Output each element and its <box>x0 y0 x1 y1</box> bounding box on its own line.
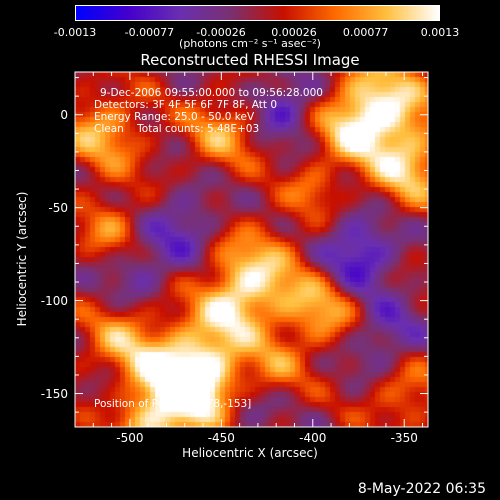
annotation-energy-range: Energy Range: 25.0 - 50.0 keV <box>94 111 255 123</box>
footer-date: 8-May-2022 06:35 <box>357 481 486 497</box>
y-tick-label: 0 <box>60 107 68 122</box>
colorbar-tick-label: -0.00077 <box>124 26 175 39</box>
colorbar-tick-label: 0.0013 <box>420 26 460 39</box>
colorbar-tick-label: 0.00077 <box>342 26 389 39</box>
x-tick-label: -450 <box>207 431 235 445</box>
annotation-time-range: 9-Dec-2006 09:55:00.000 to 09:56:28.000 <box>100 87 323 99</box>
x-axis-label: Heliocentric X (arcsec) <box>182 446 318 460</box>
colorbar <box>75 5 440 21</box>
annotation-peak-position: Position of Peak = [-478,-153] <box>94 398 252 410</box>
annotation-clean-counts: Clean Total counts: 5.48E+03 <box>94 123 260 135</box>
colorbar-units-label: (photons cm⁻² s⁻¹ asec⁻²) <box>179 37 321 50</box>
y-tick-label: -150 <box>40 386 68 401</box>
x-tick-label: -350 <box>390 431 418 445</box>
x-tick-label: -500 <box>116 431 144 445</box>
y-axis-label: Heliocentric Y (arcsec) <box>15 191 29 327</box>
plot-border <box>74 71 429 428</box>
colorbar-tick-label: -0.00026 <box>196 26 246 39</box>
colorbar-tick-label: -0.0013 <box>53 26 97 39</box>
x-tick-label: -400 <box>299 431 327 445</box>
chart-title: Reconstructed RHESSI Image <box>140 51 360 69</box>
colorbar-tick-label: 0.00026 <box>271 26 317 39</box>
heatmap-image <box>75 72 428 427</box>
y-tick-label: -50 <box>48 200 68 215</box>
annotation-detectors: Detectors: 3F 4F 5F 6F 7F 8F, Att 0 <box>94 99 278 111</box>
y-tick-label: -100 <box>40 293 68 308</box>
colorbar-tick-labels: -0.0013 -0.00077 -0.00026 0.00026 0.00077 0.0… <box>54 26 459 39</box>
